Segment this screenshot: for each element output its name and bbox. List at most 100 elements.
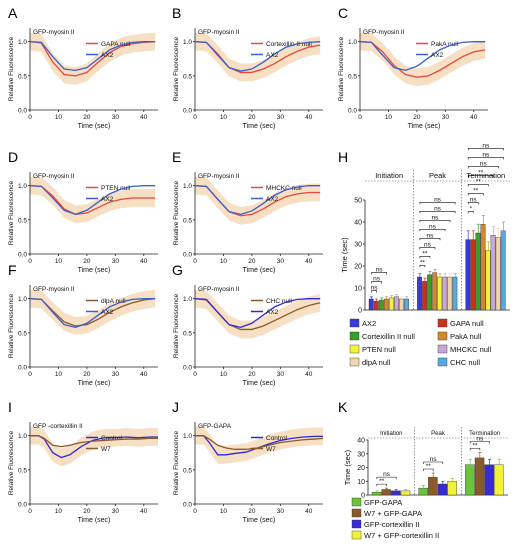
y-tick-label: 0.0 [18,108,27,115]
legend-label: Control [266,435,288,442]
legend-label: Control [101,435,123,442]
y-tick-label: 40 [354,220,362,227]
x-tick-label: 20 [83,371,91,378]
significance-label: ns [424,241,432,248]
x-axis-label: Time (sec) [408,123,441,130]
x-tick-label: 10 [220,114,228,121]
significance-bracket [419,229,446,232]
line-chart-i: 0.0 0.5 1.0 0 10 20 30 40 Time (sec) Relative Flu… [8,422,158,524]
series-line [30,435,158,459]
x-tick-label: 0 [28,114,32,121]
y-axis-label: Relative Fluorescence [338,36,345,101]
bar [391,490,401,496]
significance-bracket [467,193,484,196]
panel-letter-a: A [8,5,18,21]
series-line [194,41,321,74]
y-tick-label: 1.0 [18,183,27,190]
y-tick-label: 0.0 [348,108,357,115]
line-chart-f: 0.0 0.5 1.0 0 10 20 30 40 Time (sec) Relative Flu… [8,285,158,387]
significance-bracket [467,175,494,178]
y-tick-label: 30 [354,242,362,249]
y-tick-label: 0.5 [183,217,192,224]
legend-swatch [437,344,448,354]
significance-bracket [467,202,479,205]
series-line [29,185,156,216]
bar [368,298,374,311]
significance-label: ns [432,214,440,221]
group-label: Peak [429,171,446,180]
sd-band [30,176,156,224]
significance-bracket [419,238,441,241]
x-tick-label: 30 [112,371,120,378]
bar [371,492,382,496]
bar [399,298,404,311]
significance-label: ns [434,196,442,203]
y-tick-label: 0.0 [18,252,27,259]
significance-bracket [467,148,504,151]
significance-bracket [371,281,382,284]
significance-label: ns [482,142,490,149]
bar [470,239,476,311]
legend-label: MHCKC null [450,345,492,354]
panel-letter-j: J [172,399,179,415]
chart-title: GFP -cortexillin II [33,423,83,430]
y-tick-label: 0.5 [183,330,192,337]
series-line [359,41,486,78]
sd-band [195,32,321,82]
y-tick-label: 10 [354,286,362,293]
y-tick-label: 1.0 [183,296,192,303]
bar [465,239,471,311]
bar [494,464,504,496]
legend-label: AX2 [101,196,114,203]
legend-swatch [351,530,362,540]
x-tick-label: 30 [112,114,120,121]
legend-label: W7 + GFP-cortexillin II [364,531,439,540]
significance-bracket [469,441,490,444]
legend-label: dlpA null [101,298,126,305]
x-tick-label: 10 [385,114,393,121]
legend-swatch [349,357,360,367]
legend-label: AX2 [101,52,114,59]
x-tick-label: 20 [413,114,421,121]
legend-label: AX2 [266,52,279,59]
legend-label: W7 [266,446,276,453]
y-tick-label: 1.0 [183,183,192,190]
y-axis-label: Relative Fluorescence [173,180,180,245]
legend-label: GFP-GAPA [364,498,402,507]
significance-label: ns [476,435,484,442]
x-tick-label: 10 [55,258,63,265]
y-tick-label: 0.0 [183,108,192,115]
bar [428,476,438,496]
x-tick-label: 40 [140,114,148,121]
panel-letter-c: C [338,5,348,21]
x-axis-label: Time (sec) [78,380,111,387]
series-line [29,185,156,216]
significance-bracket [467,157,504,160]
line-chart-e: 0.0 0.5 1.0 0 10 20 30 40 Time (sec) Relative Flu… [173,172,323,274]
x-tick-label: 40 [305,258,313,265]
y-axis-label: Time (sec) [340,237,349,273]
x-tick-label: 20 [248,371,256,378]
x-tick-label: 30 [112,258,120,265]
y-tick-label: 0.5 [18,467,27,474]
significance-label: ** [426,463,432,470]
bar [437,276,443,311]
legend-swatch [351,519,362,529]
significance-label: ** [422,250,428,257]
legend-label: Cortexillin II null [266,41,312,48]
bar [418,487,428,496]
x-axis-label: Time (sec) [243,267,276,274]
bar [447,276,453,311]
y-tick-label: 50 [354,198,362,205]
significance-label: ns [427,232,435,239]
panel-letter-d: D [8,149,18,165]
significance-bracket [467,166,499,169]
bar [373,301,379,311]
legend-swatch [349,318,360,328]
significance-label: ns [376,267,384,274]
bar [442,276,448,311]
chart-title: GFP-myosin II [198,173,240,180]
y-tick-label: 1.0 [18,296,27,303]
significance-bracket [467,211,474,214]
